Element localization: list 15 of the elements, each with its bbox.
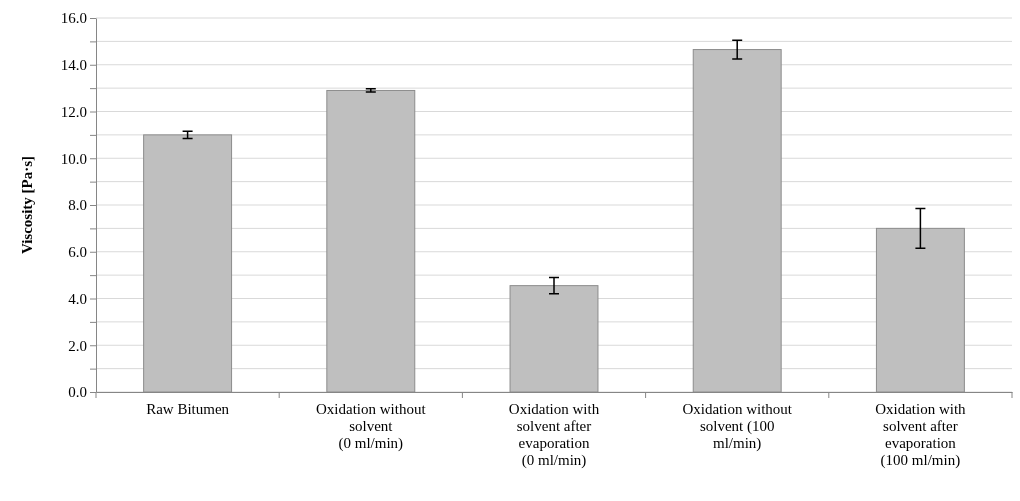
y-tick-label: 14.0 <box>60 57 87 74</box>
y-axis-title: Viscosity [Pa·s] <box>19 155 35 255</box>
x-tick-label: Oxidation with solvent after evaporation (0 ml/min) <box>508 400 600 470</box>
y-tick-label: 12.0 <box>60 103 87 120</box>
y-tick-label: 0.0 <box>68 384 87 401</box>
x-tick-label: Oxidation with solvent after evaporation (100 ml/min) <box>875 400 967 470</box>
y-tick-label: 2.0 <box>68 337 87 354</box>
y-tick-label: 8.0 <box>68 197 87 214</box>
x-tick-label: Oxidation without solvent (0 ml/min) <box>316 400 427 452</box>
x-tick-label: Oxidation without solvent (100 ml/min) <box>682 400 793 452</box>
y-tick-label: 10.0 <box>60 150 87 167</box>
y-tick-label: 4.0 <box>68 290 87 307</box>
y-tick-label: 16.0 <box>60 10 87 27</box>
x-tick-label: Raw Bitumen <box>146 400 230 417</box>
y-tick-label: 6.0 <box>68 244 87 261</box>
